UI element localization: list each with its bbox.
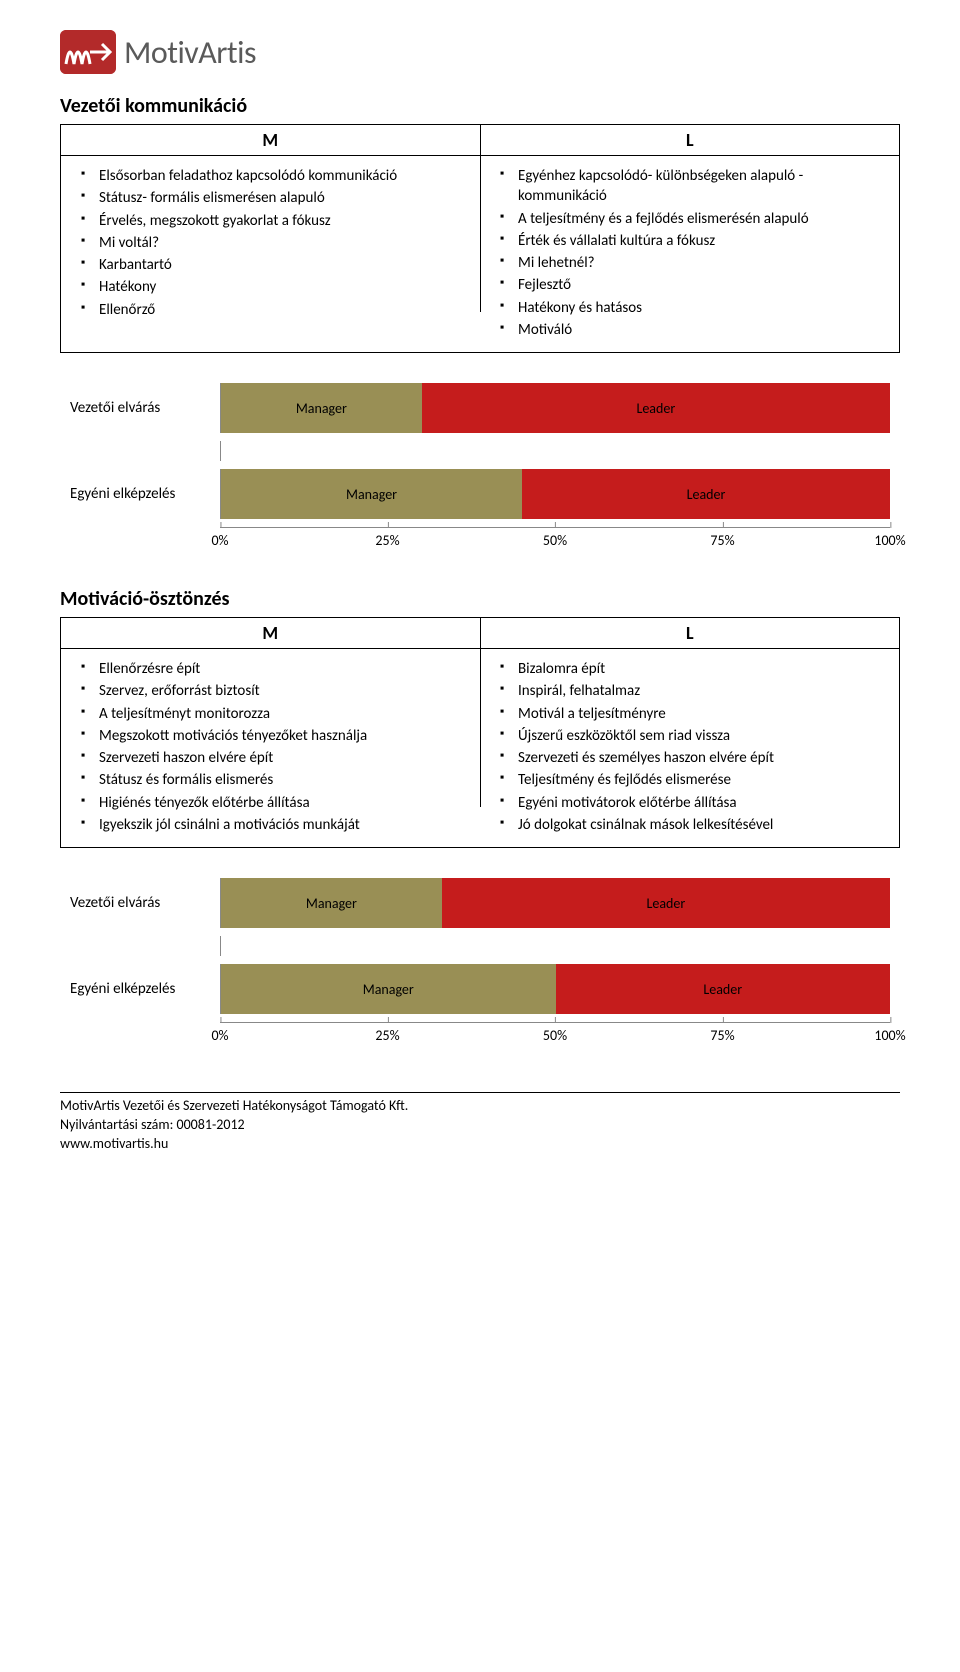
section1-col-m-body: Elsősorban feladathoz kapcsolódó kommuni… <box>61 156 481 353</box>
chart1-row2: Egyéni elképzelés ManagerLeader <box>70 469 890 519</box>
chart2-row1: Vezetői elvárás ManagerLeader <box>70 878 890 928</box>
chart1-tick: 25% <box>375 528 399 549</box>
chart1-tick: 50% <box>543 528 567 549</box>
chart2-tick: 50% <box>543 1023 567 1044</box>
chart2-tick: 25% <box>375 1023 399 1044</box>
section2-l-item: Bizalomra épít <box>518 659 889 679</box>
chart2-tick: 100% <box>874 1023 905 1044</box>
section1-m-list: Elsősorban feladathoz kapcsolódó kommuni… <box>71 166 470 320</box>
chart2-row2: Egyéni elképzelés ManagerLeader <box>70 964 890 1014</box>
chart1-row2-manager-segment: Manager <box>221 469 522 519</box>
section2-m-item: A teljesítményt monitorozza <box>99 704 470 724</box>
chart1-tick: 0% <box>211 528 228 549</box>
chart2-tick: 75% <box>710 1023 734 1044</box>
section1-col-l-body: Egyénhez kapcsolódó- különbségeken alapu… <box>480 156 900 353</box>
section1-l-item: Fejlesztő <box>518 275 889 295</box>
section2-m-item: Státusz és formális elismerés <box>99 770 470 790</box>
brand-logo: MotivArtis <box>60 30 900 74</box>
section2-table: M L Ellenőrzésre építSzervez, erőforrást… <box>60 617 900 848</box>
section2-l-list: Bizalomra építInspirál, felhatalmaz Motiv… <box>490 659 889 835</box>
chart1: Vezetői elvárás ManagerLeader Egyéni elk… <box>60 383 900 557</box>
chart2-row1-manager-segment: Manager <box>221 878 442 928</box>
section1-col-l-header: L <box>480 125 900 156</box>
section1-m-item: Karbantartó <box>99 255 470 275</box>
chart2-axis: 0%25%50%75%100% <box>220 1022 890 1052</box>
section1-l-item: A teljesítmény és a fejlődés elismerésén… <box>518 209 889 229</box>
chart2-row2-manager-segment: Manager <box>221 964 556 1014</box>
section1-l-list: Egyénhez kapcsolódó- különbségeken alapu… <box>490 166 889 340</box>
section1-l-item: Motiváló <box>518 320 889 340</box>
footer-line2: Nyilvántartási szám: 00081-2012 <box>60 1116 900 1135</box>
page-footer: MotivArtis Vezetői és Szervezeti Hatékon… <box>60 1092 900 1154</box>
chart1-row1-manager-segment: Manager <box>221 383 422 433</box>
section1-col-m-header: M <box>61 125 481 156</box>
page: MotivArtis Vezetői kommunikáció M L Első… <box>0 0 960 1174</box>
chart2-row1-label: Vezetői elvárás <box>70 894 220 912</box>
brand-name-part1: Motiv <box>124 33 198 72</box>
section2-l-item: Jó dolgokat csinálnak mások lelkesítésév… <box>518 815 889 835</box>
section2-l-item: Inspirál, felhatalmaz <box>518 681 889 701</box>
section2-m-list: Ellenőrzésre építSzervez, erőforrást biz… <box>71 659 470 835</box>
section2-col-l-header: L <box>480 618 900 649</box>
section2-l-item: Szervezeti és személyes haszon elvére ép… <box>518 748 889 768</box>
section1-l-item: Hatékony és hatásos <box>518 298 889 318</box>
section2-m-item: Szervezeti haszon elvére épít <box>99 748 470 768</box>
section2-l-item: Teljesítmény és fejlődés elismerése <box>518 770 889 790</box>
section1-title: Vezetői kommunikáció <box>60 94 900 118</box>
chart1-tick: 100% <box>874 528 905 549</box>
chart2-tick: 0% <box>211 1023 228 1044</box>
section2-col-m-body: Ellenőrzésre építSzervez, erőforrást biz… <box>61 649 481 848</box>
chart1-tick: 75% <box>710 528 734 549</box>
section2-l-item: Motivál a teljesítményre <box>518 704 889 724</box>
section2-col-m-header: M <box>61 618 481 649</box>
section2-title: Motiváció-ösztönzés <box>60 587 900 611</box>
section1-m-item: Mi voltál? <box>99 233 470 253</box>
chart1-axis: 0%25%50%75%100% <box>220 527 890 557</box>
section2-l-item: Egyéni motivátorok előtérbe állítása <box>518 793 889 813</box>
chart2: Vezetői elvárás ManagerLeader Egyéni elk… <box>60 878 900 1052</box>
chart1-row1: Vezetői elvárás ManagerLeader <box>70 383 890 433</box>
section2-m-item: Megszokott motivációs tényezőket használ… <box>99 726 470 746</box>
logo-mark-icon <box>60 30 116 74</box>
section1-table: M L Elsősorban feladathoz kapcsolódó kom… <box>60 124 900 353</box>
section2-l-item: Újszerű eszközöktől sem riad vissza <box>518 726 889 746</box>
section2-m-item: Ellenőrzésre épít <box>99 659 470 679</box>
footer-line3: www.motivartis.hu <box>60 1135 900 1154</box>
brand-logo-text: MotivArtis <box>124 33 256 72</box>
chart1-row1-label: Vezetői elvárás <box>70 399 220 417</box>
chart2-row2-leader-segment: Leader <box>556 964 891 1014</box>
section1-m-item: Érvelés, megszokott gyakorlat a fókusz <box>99 211 470 231</box>
section2-m-item: Szervez, erőforrást biztosít <box>99 681 470 701</box>
brand-name-part2: Artis <box>198 33 256 72</box>
section2-m-item: Igyekszik jól csinálni a motivációs munk… <box>99 815 470 835</box>
chart1-row2-leader-segment: Leader <box>522 469 890 519</box>
section1-m-item: Elsősorban feladathoz kapcsolódó kommuni… <box>99 166 470 186</box>
chart1-row2-label: Egyéni elképzelés <box>70 485 220 503</box>
brand-logo-mark <box>60 30 116 74</box>
section1-m-item: Státusz- formális elismerésen alapuló <box>99 188 470 208</box>
section1-l-item: Mi lehetnél? <box>518 253 889 273</box>
chart2-row1-leader-segment: Leader <box>442 878 890 928</box>
section1-m-item: Ellenőrző <box>99 300 470 320</box>
section2-m-item: Higiénés tényezők előtérbe állítása <box>99 793 470 813</box>
section1-m-item: Hatékony <box>99 277 470 297</box>
section2-col-l-body: Bizalomra építInspirál, felhatalmaz Motiv… <box>480 649 900 848</box>
chart1-row1-leader-segment: Leader <box>422 383 890 433</box>
footer-line1: MotivArtis Vezetői és Szervezeti Hatékon… <box>60 1097 900 1116</box>
section1-l-item: Egyénhez kapcsolódó- különbségeken alapu… <box>518 166 889 207</box>
chart2-row2-label: Egyéni elképzelés <box>70 980 220 998</box>
section1-l-item: Érték és vállalati kultúra a fókusz <box>518 231 889 251</box>
